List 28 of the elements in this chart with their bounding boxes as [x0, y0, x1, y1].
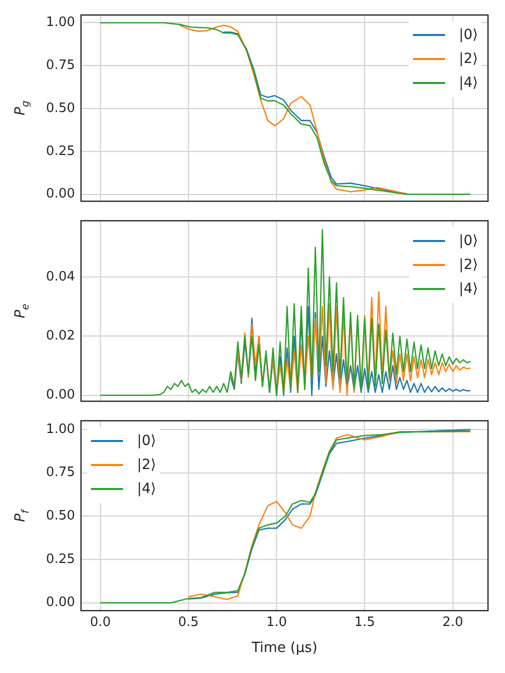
y-tick-label: 0.50: [46, 508, 75, 524]
x-tick-label: 1.5: [354, 614, 376, 630]
y-tick-label: 0.04: [46, 269, 75, 284]
x-tick-label: 0.5: [178, 614, 199, 630]
legend-label: |2⟩: [137, 456, 156, 473]
legend-label: |0⟩: [458, 232, 478, 249]
y-tick-label: 1.00: [46, 15, 75, 30]
y-tick-label: 0.75: [46, 58, 75, 73]
x-axis-title: Time (μs): [250, 640, 318, 656]
x-tick-label: 1.0: [266, 614, 287, 630]
x-tick-label: 2.0: [442, 614, 464, 630]
legend-label: |4⟩: [458, 280, 478, 297]
legend-label: |2⟩: [458, 51, 478, 67]
y-tick-label: 0.02: [46, 328, 75, 344]
y-tick-label: 0.00: [46, 186, 75, 202]
y-tick-label: 1.00: [46, 422, 75, 437]
y-tick-label: 0.25: [46, 144, 75, 159]
legend-label: |4⟩: [458, 75, 478, 91]
legend-label: |0⟩: [458, 27, 478, 43]
legend-label: |4⟩: [137, 480, 156, 497]
x-tick-label: 0.0: [90, 614, 111, 630]
legend-label: |0⟩: [137, 432, 156, 449]
y-tick-label: 0.75: [46, 465, 75, 480]
y-tick-label: 0.00: [46, 388, 75, 403]
y-tick-label: 0.00: [46, 595, 75, 610]
y-tick-label: 0.50: [46, 100, 75, 116]
y-tick-label: 0.25: [46, 552, 75, 567]
legend-label: |2⟩: [458, 256, 478, 273]
